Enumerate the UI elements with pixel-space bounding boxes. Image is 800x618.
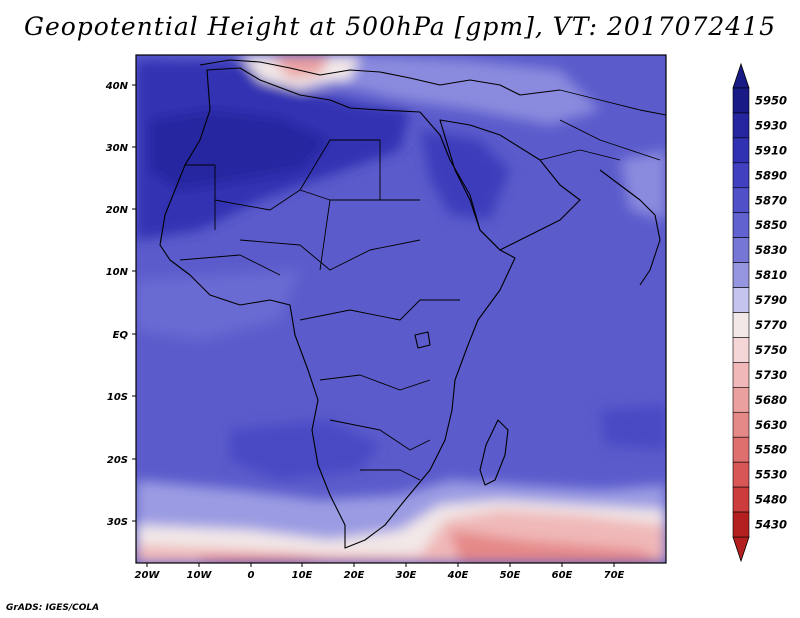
colorbar-label: 5430	[755, 518, 787, 532]
colorbar-box	[732, 87, 750, 114]
colorbar-box	[732, 112, 750, 139]
europe-coastline	[199, 59, 521, 96]
lon-label: 10E	[292, 570, 313, 581]
colorbar-box	[732, 287, 750, 313]
madagascar-coastline	[479, 419, 509, 486]
lon-label: 70E	[604, 570, 625, 581]
colorbar-box	[732, 362, 750, 388]
field-deeper-sahara	[150, 110, 330, 190]
colorbar-label: 5750	[755, 343, 787, 357]
field-mid-south	[230, 420, 380, 480]
colorbar-box	[732, 461, 750, 488]
colorbar-label: 5580	[755, 443, 787, 457]
lake-victoria	[414, 331, 431, 349]
colorbar-label: 5790	[755, 293, 787, 307]
colorbar-box	[732, 337, 750, 363]
colorbar-top-arrow	[732, 62, 750, 89]
colorbar-box	[732, 486, 750, 513]
lat-label: 10N	[106, 267, 129, 278]
coastlines	[159, 59, 666, 549]
field-south-warm	[200, 530, 666, 563]
lon-label: 20W	[135, 570, 161, 581]
lat-label: EQ	[113, 330, 129, 341]
colorbar-bottom-arrow	[732, 536, 750, 563]
colorbar-box	[732, 511, 750, 538]
lon-label: 0	[248, 570, 255, 581]
lon-label: 10W	[187, 570, 213, 581]
lon-label: 40E	[447, 570, 469, 581]
colorbar-label: 5850	[755, 218, 787, 232]
lat-label: 10S	[107, 392, 128, 403]
field-mid-east	[600, 405, 666, 450]
colorbar-label: 5530	[755, 468, 787, 482]
lon-label: 20E	[344, 570, 365, 581]
field-light-india	[620, 150, 666, 220]
colorbar-box	[732, 411, 750, 438]
colorbar-label: 5480	[755, 493, 787, 507]
lat-label: 20N	[106, 205, 129, 216]
colorbar-box	[732, 162, 750, 189]
colorbar-label: 5950	[755, 93, 787, 107]
lon-labels: 20W 10W 0 10E 20E 30E 40E 50E 60E 70E	[135, 570, 625, 581]
colorbar-label: 5890	[755, 168, 787, 182]
colorbar: 5950 5930 5910 5890 5870 5850 5830 5810 5790 5770…	[732, 62, 787, 563]
grads-credit: GrADS: IGES/COLA	[6, 603, 100, 613]
lat-label: 30S	[107, 517, 128, 528]
africa-borders	[179, 139, 460, 481]
plot-frame	[135, 54, 667, 564]
colorbar-box	[732, 387, 750, 413]
field-south-hot	[220, 558, 320, 563]
axis-ticks	[132, 84, 615, 567]
africa-coastline	[159, 67, 516, 549]
lat-label: 30N	[106, 143, 129, 154]
colorbar-label: 5680	[755, 393, 787, 407]
colorbar-box	[732, 137, 750, 164]
lat-label: 40N	[105, 81, 129, 92]
lat-label: 20S	[107, 455, 128, 466]
colorbar-label: 5730	[755, 368, 787, 382]
asia-borders	[519, 89, 666, 161]
colorbar-box	[732, 312, 750, 338]
height-field	[136, 55, 666, 563]
colorbar-box	[732, 237, 750, 263]
field-europe-pink	[270, 55, 330, 78]
colorbar-box	[732, 436, 750, 463]
colorbar-label: 5930	[755, 118, 787, 132]
colorbar-box	[732, 187, 750, 214]
field-deep-arabia	[420, 130, 510, 220]
lon-label: 60E	[552, 570, 573, 581]
colorbar-box	[732, 212, 750, 238]
field-light-eqwest	[136, 270, 300, 340]
colorbar-label: 5810	[755, 268, 787, 282]
chart-title: Geopotential Height at 500hPa [gpm], VT:…	[23, 12, 777, 41]
colorbar-label: 5630	[755, 418, 787, 432]
colorbar-label: 5830	[755, 243, 787, 257]
lon-label: 30E	[396, 570, 417, 581]
colorbar-label: 5870	[755, 193, 787, 207]
arabia-coastline	[439, 119, 581, 251]
lon-label: 50E	[500, 570, 521, 581]
field-light-north	[300, 55, 600, 125]
india-coastline	[599, 169, 661, 286]
lat-labels: 40N 30N 20N 10N EQ 10S 20S 30S	[105, 81, 129, 528]
colorbar-box	[732, 262, 750, 288]
colorbar-label: 5770	[755, 318, 787, 332]
colorbar-label: 5910	[755, 143, 787, 157]
